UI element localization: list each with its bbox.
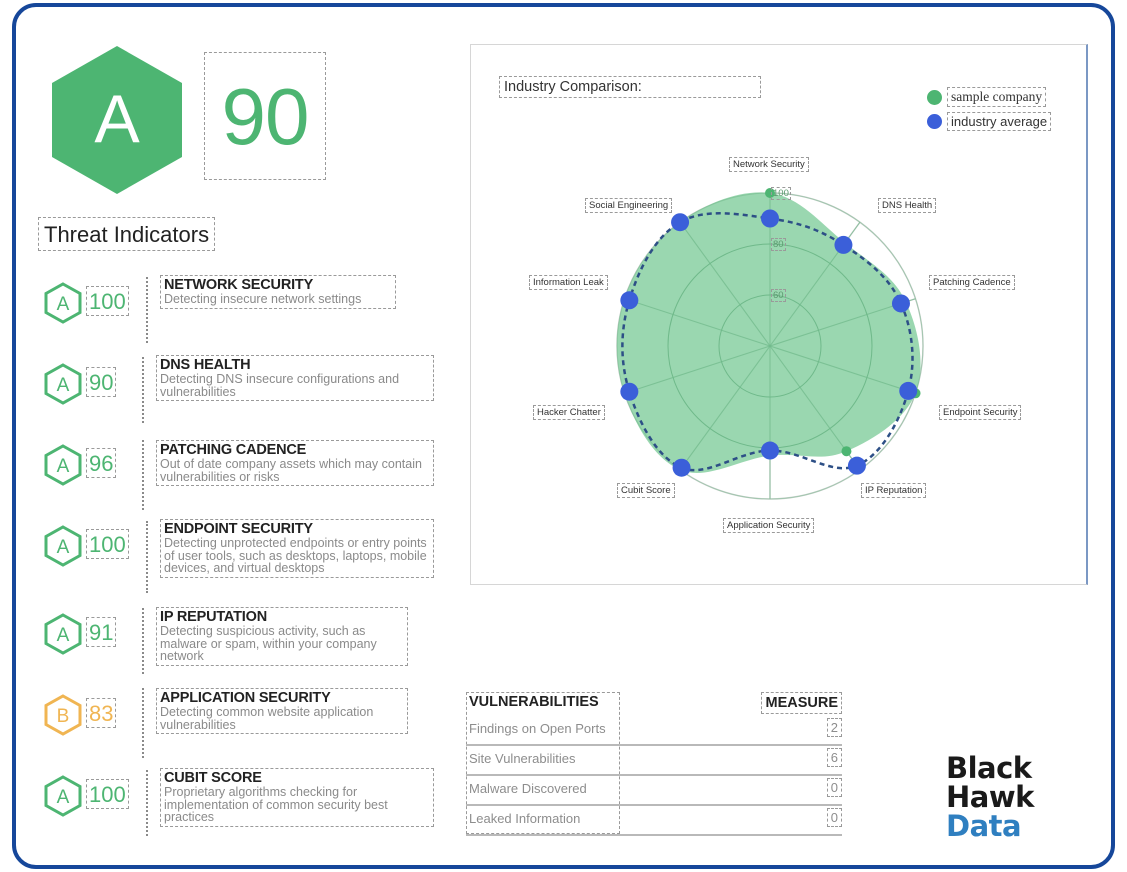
grade-hexagon-icon: B <box>44 694 82 736</box>
legend-dot-icon <box>927 89 942 105</box>
indicator-text: IP REPUTATION Detecting suspicious activ… <box>156 607 408 666</box>
svg-text:A: A <box>57 537 70 558</box>
row-value: 0 <box>826 808 842 827</box>
svg-text:A: A <box>57 294 70 315</box>
row-value: 6 <box>826 748 842 767</box>
radar-chart <box>616 188 924 500</box>
indicator-title: ENDPOINT SECURITY <box>164 521 313 537</box>
svg-text:A: A <box>57 787 70 808</box>
indicator-description: Detecting unprotected endpoints or entry… <box>164 536 427 575</box>
indicator-title: NETWORK SECURITY <box>164 277 314 293</box>
svg-text:B: B <box>57 706 70 727</box>
industry-comparison-panel: Industry Comparison: sample company indu… <box>470 44 1088 585</box>
axis-label-hacker-chatter: Hacker Chatter <box>533 405 605 420</box>
black-hawk-data-logo: Black Hawk Data <box>946 754 1086 841</box>
indicator-description: Detecting common website application vul… <box>160 705 374 732</box>
axis-label-application-security: Application Security <box>723 518 815 533</box>
axis-label-network-security: Network Security <box>729 157 809 172</box>
grade-hexagon-icon: A <box>44 525 82 567</box>
indicator-score: 83 <box>86 698 117 728</box>
row-label: Site Vulnerabilities <box>469 751 576 766</box>
table-row: Leaked Information 0 <box>466 806 842 836</box>
indicator-description: Detecting insecure network settings <box>164 292 362 306</box>
indicator-text: APPLICATION SECURITY Detecting common we… <box>156 688 408 734</box>
row-label: Leaked Information <box>469 811 581 826</box>
svg-text:A: A <box>57 375 70 396</box>
indicator-title: PATCHING CADENCE <box>160 442 307 458</box>
indicator-text: NETWORK SECURITY Detecting insecure netw… <box>160 275 396 309</box>
grade-hexagon-icon: A <box>44 444 82 486</box>
indicator-score: 91 <box>86 617 117 647</box>
row-label: Findings on Open Ports <box>469 721 606 736</box>
row-value: 2 <box>826 718 842 737</box>
svg-text:A: A <box>57 456 70 477</box>
grade-hexagon-icon: A <box>44 613 82 655</box>
indicator-score: 100 <box>86 779 129 809</box>
axis-label-social-engineering: Social Engineering <box>585 198 673 213</box>
grade-hexagon-icon: A <box>44 282 82 324</box>
indicator-divider <box>142 608 144 674</box>
axis-label-dns-health: DNS Health <box>878 198 937 213</box>
indicator-description: Detecting DNS insecure configurations an… <box>160 372 400 399</box>
legend-label: industry average <box>947 112 1052 131</box>
indicator-divider <box>142 440 144 510</box>
indicator-text: DNS HEALTH Detecting DNS insecure config… <box>156 355 434 401</box>
logo-line-1: Black <box>946 751 1032 785</box>
threat-indicators-title: Threat Indicators <box>38 217 216 251</box>
chart-title: Industry Comparison: <box>499 76 761 98</box>
ring-label-80: 80 <box>771 238 786 251</box>
axis-label-endpoint-security: Endpoint Security <box>939 405 1022 420</box>
ring-label-100: 100 <box>771 187 791 200</box>
axis-label-information-leak: Information Leak <box>529 275 608 290</box>
indicator-divider <box>146 277 148 343</box>
svg-text:A: A <box>94 81 140 157</box>
indicator-description: Proprietary algorithms checking for impl… <box>164 785 388 824</box>
indicator-score: 90 <box>86 367 117 397</box>
indicator-description: Detecting suspicious activity, such as m… <box>160 624 377 663</box>
grade-hexagon-icon: A <box>44 775 82 817</box>
indicator-divider <box>146 521 148 593</box>
legend-item-industry-average[interactable]: industry average <box>927 112 1052 131</box>
axis-label-ip-reputation: IP Reputation <box>861 483 927 498</box>
indicator-description: Out of date company assets which may con… <box>160 457 422 484</box>
overall-score: 90 <box>204 52 326 180</box>
indicator-title: IP REPUTATION <box>160 609 267 625</box>
legend-dot-icon <box>927 114 942 129</box>
table-row: Site Vulnerabilities 6 <box>466 746 842 776</box>
table-row: Findings on Open Ports 2 <box>466 716 842 746</box>
legend-label: sample company <box>947 87 1047 107</box>
legend-item-sample-company[interactable]: sample company <box>927 87 1047 107</box>
indicator-text: ENDPOINT SECURITY Detecting unprotected … <box>160 519 434 578</box>
indicator-text: CUBIT SCORE Proprietary algorithms check… <box>160 768 434 827</box>
svg-text:A: A <box>57 625 70 646</box>
column-header-measure: MEASURE <box>761 692 842 714</box>
row-value: 0 <box>826 778 842 797</box>
indicator-divider <box>142 688 144 758</box>
indicator-score: 100 <box>86 529 129 559</box>
vulnerabilities-header: VULNERABILITIES MEASURE <box>466 692 842 716</box>
logo-line-2: Hawk <box>946 780 1034 814</box>
vulnerabilities-table: VULNERABILITIES MEASURE Findings on Open… <box>466 692 842 836</box>
indicator-title: DNS HEALTH <box>160 357 251 373</box>
indicator-title: APPLICATION SECURITY <box>160 690 331 706</box>
axis-label-patching-cadence: Patching Cadence <box>929 275 1015 290</box>
table-row: Malware Discovered 0 <box>466 776 842 806</box>
indicator-divider <box>142 357 144 423</box>
column-header-vulnerabilities: VULNERABILITIES <box>469 694 599 710</box>
indicator-score: 100 <box>86 286 129 316</box>
indicator-title: CUBIT SCORE <box>164 770 262 786</box>
axis-label-cubit-score: Cubit Score <box>617 483 675 498</box>
indicator-score: 96 <box>86 448 117 478</box>
row-label: Malware Discovered <box>469 781 587 796</box>
grade-hexagon-icon: A <box>44 363 82 405</box>
indicator-text: PATCHING CADENCE Out of date company ass… <box>156 440 434 486</box>
logo-line-3: Data <box>946 809 1022 843</box>
indicator-divider <box>146 770 148 836</box>
ring-label-60: 60 <box>771 289 786 302</box>
overall-grade-hexagon-icon: A <box>52 46 182 194</box>
